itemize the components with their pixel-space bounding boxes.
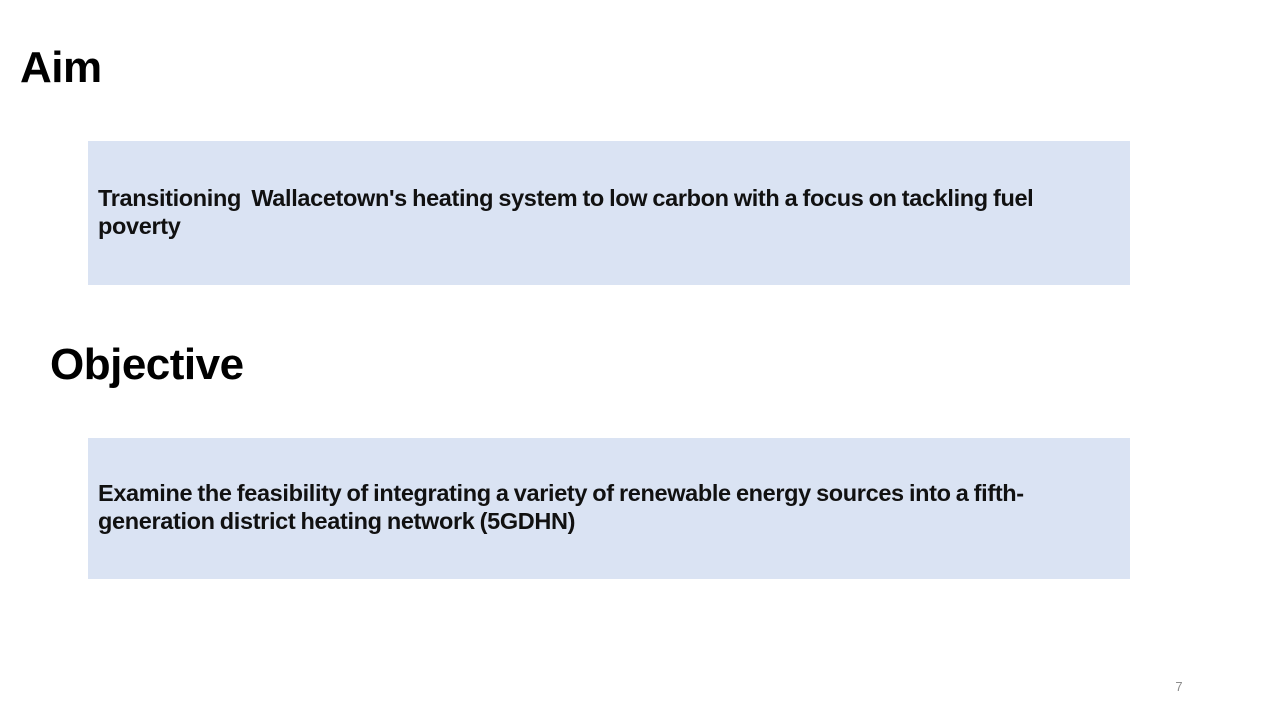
- aim-heading: Aim: [20, 43, 102, 92]
- slide-number: 7: [1175, 679, 1183, 694]
- objective-heading: Objective: [50, 340, 244, 389]
- aim-text-box[interactable]: Transitioning Wallacetown's heating syst…: [88, 141, 1130, 285]
- objective-text-box[interactable]: Examine the feasibility of integrating a…: [88, 438, 1130, 579]
- aim-text: Transitioning Wallacetown's heating syst…: [98, 184, 1039, 239]
- objective-text: Examine the feasibility of integrating a…: [98, 480, 1024, 534]
